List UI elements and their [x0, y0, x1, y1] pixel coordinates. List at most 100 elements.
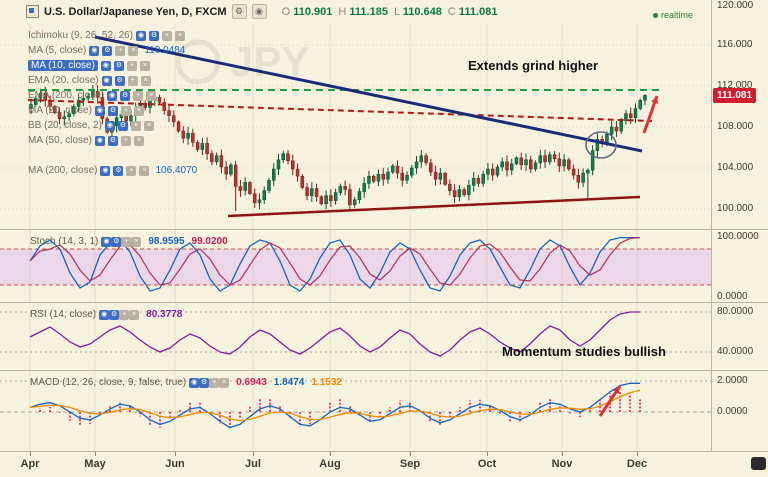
month-label[interactable]: Oct — [477, 458, 497, 470]
hide-icon[interactable]: ◉ — [100, 60, 111, 71]
hide-icon[interactable]: ◉ — [136, 30, 147, 41]
month-label[interactable]: May — [84, 458, 106, 470]
hide-icon[interactable]: ◉ — [94, 105, 105, 116]
indicator-row: MA (50, close) ◉ ⚙ + × — [28, 133, 197, 148]
time-axis[interactable]: Apr May Jun Jul Aug Sep Oct Nov Dec — [0, 452, 768, 477]
price-axis-label: 100.000 — [717, 203, 754, 214]
main-price-chart[interactable]: JPY — [0, 24, 712, 230]
close-icon[interactable]: × — [129, 310, 140, 320]
month-label[interactable]: Jul — [245, 458, 261, 470]
close-label: C — [447, 5, 456, 18]
month-label[interactable]: Dec — [626, 458, 648, 470]
hide-icon[interactable]: ◉ — [101, 75, 112, 86]
add-icon[interactable]: + — [115, 45, 126, 56]
add-icon[interactable]: + — [126, 60, 137, 71]
settings-icon[interactable]: ⚙ — [149, 30, 160, 41]
add-icon[interactable]: + — [209, 378, 220, 388]
indicator-row: MA (20, close) ◉ ⚙ + × — [28, 103, 197, 118]
month-label[interactable]: Nov — [551, 458, 573, 470]
close-icon[interactable]: × — [139, 165, 150, 176]
settings-icon[interactable]: ⚙ — [117, 120, 128, 131]
hide-icon[interactable]: ◉ — [107, 90, 118, 101]
macd-hist-value: 0.6943 — [236, 376, 267, 388]
close-icon[interactable]: × — [133, 135, 144, 146]
rsi-panel-chart[interactable] — [0, 303, 712, 371]
eye-icon[interactable]: ◉ — [251, 4, 267, 19]
indicator-label[interactable]: MA (20, close) — [28, 105, 92, 116]
price-axis[interactable]: 120.000 116.000 112.000 108.000 104.000 100.0… — [712, 0, 768, 452]
high-value: 111.185 — [349, 5, 388, 18]
close-icon[interactable]: × — [219, 378, 230, 388]
panel-separator[interactable] — [0, 370, 768, 371]
add-icon[interactable]: + — [119, 310, 130, 320]
hide-icon[interactable]: ◉ — [189, 378, 200, 388]
axis-tick — [330, 452, 331, 456]
hide-icon[interactable]: ◉ — [100, 165, 111, 176]
settings-icon[interactable]: ⚙ — [113, 165, 124, 176]
settings-icon[interactable]: ⚙ — [114, 75, 125, 86]
indicator-label[interactable]: MA (50, close) — [28, 135, 92, 146]
indicator-label[interactable]: MA (10, close) — [28, 60, 98, 71]
ohlc-readout: O 110.901 H 111.185 L 110.648 C 111.081 — [276, 6, 498, 18]
month-label[interactable]: Aug — [319, 458, 341, 470]
add-icon[interactable]: + — [120, 135, 131, 146]
axis-corner-button[interactable] — [751, 457, 766, 470]
indicator-label[interactable]: EMA (20, close) — [28, 75, 99, 86]
settings-icon[interactable]: ⚙ — [107, 135, 118, 146]
add-icon[interactable]: + — [127, 75, 138, 86]
add-icon[interactable]: + — [162, 30, 173, 41]
settings-icon[interactable]: ⚙ — [109, 310, 120, 320]
settings-icon[interactable]: ⚙ — [102, 45, 113, 56]
add-icon[interactable]: + — [133, 90, 144, 101]
settings-icon[interactable]: ⚙ — [111, 237, 122, 247]
indicator-label[interactable]: Ichimoku (9, 26, 52, 26) — [28, 30, 134, 41]
symbol-icon — [26, 5, 39, 18]
panel-separator[interactable] — [0, 302, 768, 303]
close-icon[interactable]: × — [128, 45, 139, 56]
symbol-title[interactable]: U.S. Dollar/Japanese Yen, D, FXCM — [44, 5, 227, 18]
settings-icon[interactable]: ⚙ — [199, 378, 210, 388]
add-icon[interactable]: + — [120, 105, 131, 116]
stoch-label[interactable]: Stoch (14, 3, 1) — [30, 235, 99, 247]
indicator-label[interactable]: BB (20, close, 2) — [28, 120, 102, 131]
indicator-row: BB (20, close, 2) ◉ ⚙ + × — [28, 118, 197, 133]
macd-label[interactable]: MACD (12, 26, close, 9, false, true) — [30, 376, 187, 388]
stoch-k-value: 98.9595 — [148, 235, 185, 247]
stoch-axis-label: 100.0000 — [717, 231, 759, 242]
realtime-indicator[interactable]: realtime — [653, 10, 693, 20]
settings-icon[interactable]: ⚙ — [107, 105, 118, 116]
settings-icon[interactable]: ⚙ — [120, 90, 131, 101]
panel-separator[interactable] — [0, 229, 768, 230]
close-icon[interactable]: × — [175, 30, 186, 41]
close-icon[interactable]: × — [140, 75, 151, 86]
close-icon[interactable]: × — [139, 60, 150, 71]
indicator-value: 106.4070 — [155, 165, 198, 176]
hide-icon[interactable]: ◉ — [89, 45, 100, 56]
add-icon[interactable]: + — [130, 120, 141, 131]
close-icon[interactable]: × — [133, 105, 144, 116]
settings-icon[interactable]: ⚙ — [231, 4, 247, 19]
indicator-label[interactable]: EMA (200, close) — [28, 90, 105, 101]
month-label[interactable]: Apr — [20, 458, 40, 470]
indicator-label[interactable]: MA (5, close) — [28, 45, 87, 56]
hide-icon[interactable]: ◉ — [99, 310, 110, 320]
indicator-label[interactable]: MA (200, close) — [28, 165, 98, 176]
settings-icon[interactable]: ⚙ — [113, 60, 124, 71]
close-icon[interactable]: × — [143, 120, 154, 131]
hide-icon[interactable]: ◉ — [101, 237, 112, 247]
macd-panel-chart[interactable] — [0, 371, 712, 452]
rsi-label[interactable]: RSI (14, close) — [30, 308, 97, 320]
axis-tick — [637, 452, 638, 456]
panel-separator[interactable] — [0, 451, 768, 452]
hide-icon[interactable]: ◉ — [94, 135, 105, 146]
low-label: L — [393, 5, 400, 18]
add-icon[interactable]: + — [121, 237, 132, 247]
axis-tick — [95, 452, 96, 456]
close-icon[interactable]: × — [146, 90, 157, 101]
add-icon[interactable]: + — [126, 165, 137, 176]
axis-tick — [487, 452, 488, 456]
close-icon[interactable]: × — [131, 237, 142, 247]
month-label[interactable]: Sep — [399, 458, 421, 470]
hide-icon[interactable]: ◉ — [104, 120, 115, 131]
month-label[interactable]: Jun — [165, 458, 185, 470]
